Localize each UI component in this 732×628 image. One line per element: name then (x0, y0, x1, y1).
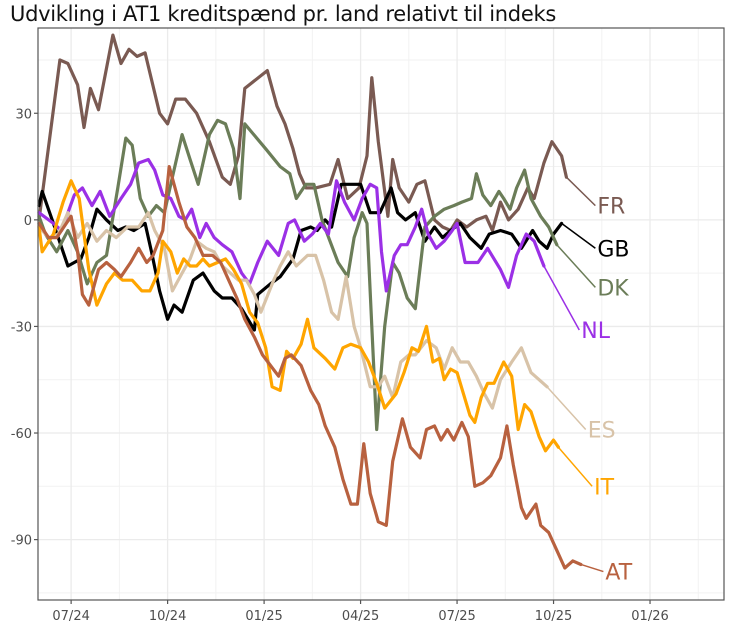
chart-title: Udvikling i AT1 kreditspænd pr. land rel… (10, 2, 556, 26)
series-line-fr (37, 33, 568, 233)
series-line-nl (37, 157, 546, 293)
series-line-dk (37, 118, 559, 432)
plot-background (38, 28, 724, 600)
x-tick-label: 07/24 (52, 609, 89, 624)
x-tick-label: 07/25 (438, 609, 475, 624)
label-leader-nl (543, 265, 580, 331)
series-label-gb: GB (597, 237, 629, 262)
x-tick-label: 04/25 (342, 609, 379, 624)
series-label-es: ES (588, 418, 616, 443)
label-leader-at (580, 563, 604, 573)
label-leader-it (557, 446, 593, 487)
series-label-dk: DK (597, 276, 629, 301)
series-lines (37, 33, 583, 570)
label-leader-es (546, 386, 587, 430)
y-tick-label: -90 (11, 534, 32, 549)
y-tick-label: -60 (11, 427, 32, 442)
series-line-it (37, 179, 560, 453)
series-labels: FR GB DK NL ES IT AT (543, 176, 633, 586)
series-line-es (37, 211, 549, 410)
x-tick-label: 10/24 (149, 609, 186, 624)
y-tick-label: -30 (11, 320, 32, 335)
label-leader-gb (561, 222, 596, 249)
label-leader-fr (565, 176, 596, 207)
y-tick-label: 30 (15, 107, 32, 122)
series-label-fr: FR (597, 195, 625, 220)
series-line-at (37, 165, 583, 570)
plot-panel-border (37, 27, 725, 601)
x-tick-label: 10/25 (535, 609, 572, 624)
x-tick-label: 01/25 (245, 609, 282, 624)
series-label-at: AT (605, 561, 632, 586)
y-tick-label: 0 (24, 214, 32, 229)
series-label-nl: NL (581, 319, 610, 344)
gridlines (38, 28, 724, 600)
series-label-it: IT (594, 475, 614, 500)
label-leader-dk (556, 244, 596, 288)
axes: 07/24 10/24 01/25 04/25 07/25 10/25 01/26 30 0 -3… (11, 107, 669, 624)
x-tick-label: 01/26 (631, 609, 668, 624)
